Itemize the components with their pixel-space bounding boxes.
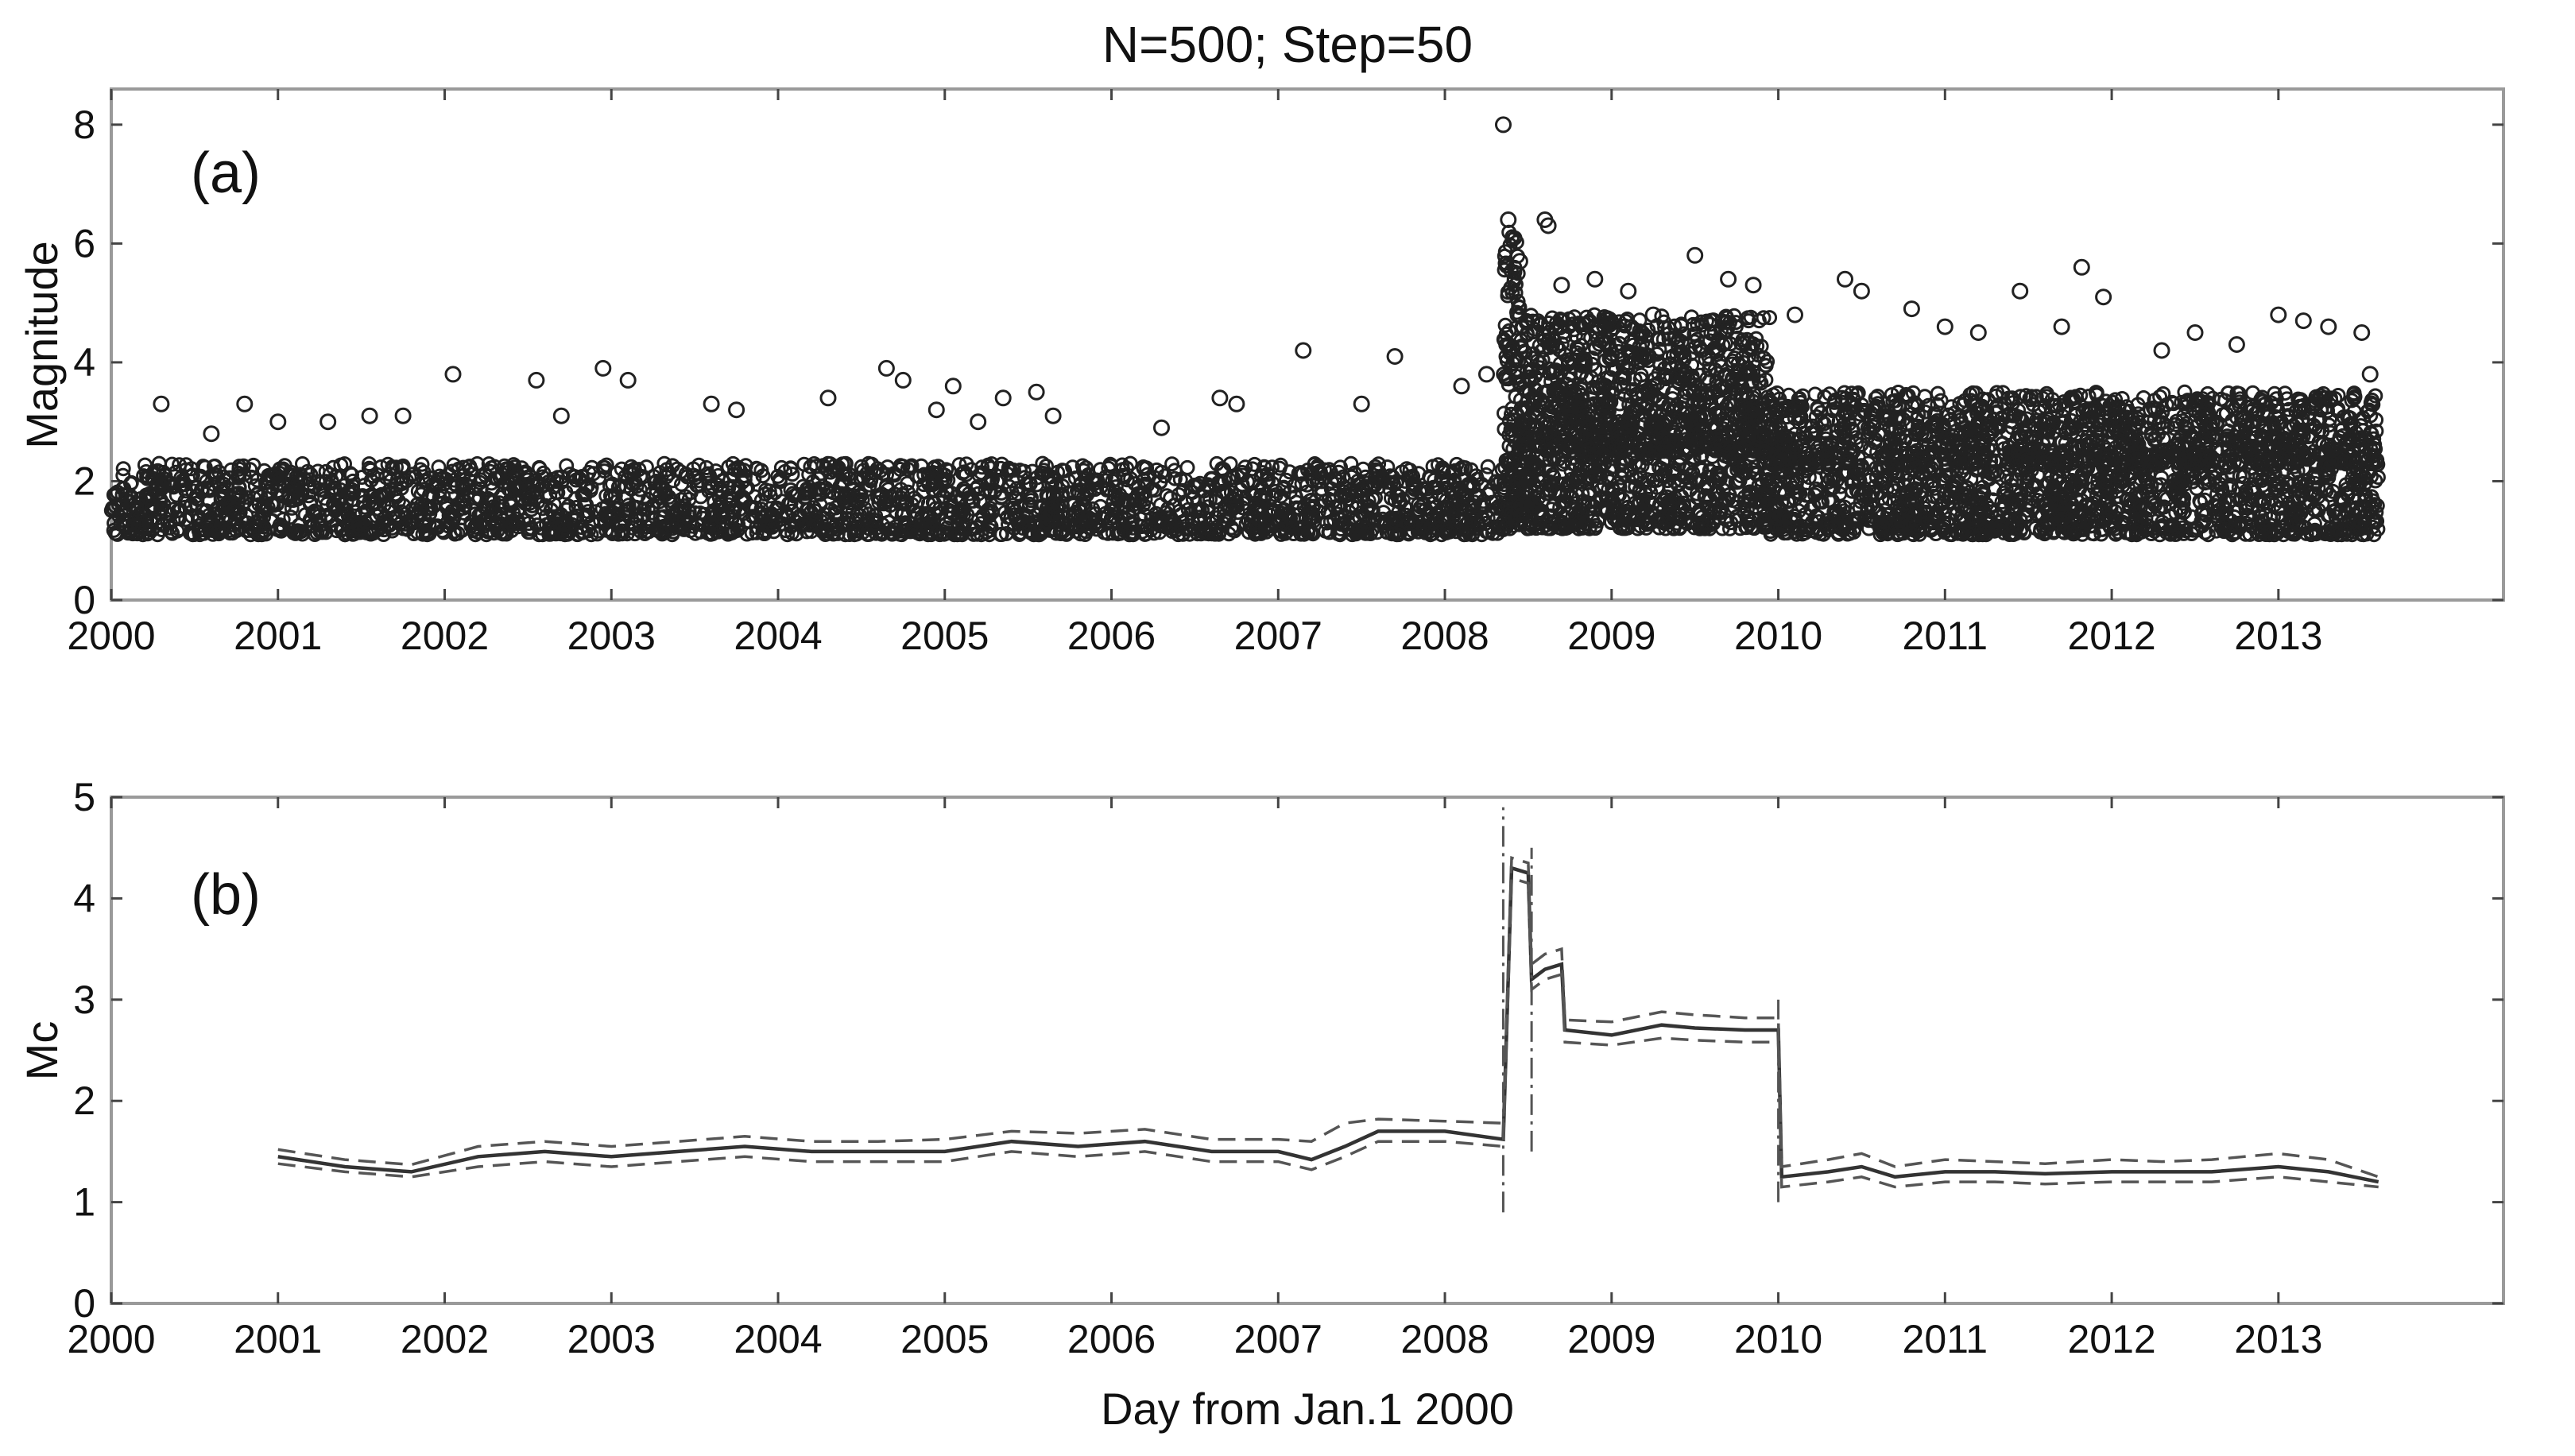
panel-a-frame <box>110 87 2505 602</box>
scatter-point-dense <box>157 471 172 487</box>
scatter-point-dense <box>1167 470 1183 486</box>
scatter-point-dense <box>699 460 714 475</box>
scatter-point-dense <box>607 488 623 504</box>
scatter-point-dense <box>749 525 765 540</box>
scatter-point-dense <box>993 527 1009 542</box>
scatter-point-dense <box>1191 501 1207 517</box>
scatter-point-dense <box>1264 459 1280 475</box>
scatter-point-dense <box>852 508 868 524</box>
scatter-point-dense <box>559 458 575 474</box>
scatter-point-dense <box>1180 501 1196 517</box>
scatter-point-dense <box>974 459 990 475</box>
scatter-point-dense <box>1355 487 1371 503</box>
scatter-point-dense <box>1411 466 1427 482</box>
scatter-point-dense <box>766 524 782 540</box>
scatter-point-dense <box>1024 490 1039 505</box>
scatter-point-dense <box>283 509 299 525</box>
scatter-point-dense <box>1103 458 1119 474</box>
scatter-point-dense <box>1375 511 1391 527</box>
figure-title: N=500; Step=50 <box>1102 16 1473 73</box>
scatter-point-dense <box>333 457 349 473</box>
scatter-point-dense <box>168 487 184 503</box>
scatter-point-dense <box>732 501 748 517</box>
panel-a-dense-bands <box>103 224 2386 543</box>
scatter-point-dense <box>783 461 799 477</box>
scatter-point-dense <box>1466 479 1481 494</box>
scatter-point-dense <box>1371 456 1387 472</box>
scatter-point-dense <box>1097 525 1112 540</box>
scatter-point-dense <box>674 476 689 492</box>
scatter-point-dense <box>517 464 533 480</box>
scatter-point-dense <box>1226 470 1241 486</box>
scatter-point-dense <box>1247 456 1263 472</box>
scatter-point-dense <box>1006 500 1022 516</box>
panel-a: 2000 2001 2002 2003 2004 2005 2006 2007 2008 2009… <box>17 87 2505 658</box>
scatter-point-dense <box>260 499 276 515</box>
panel-a-ticks <box>110 89 2503 602</box>
scatter-point-dense <box>970 526 985 542</box>
scatter-point-dense <box>1241 525 1257 540</box>
scatter-point-dense <box>1449 456 1465 472</box>
scatter-point-dense <box>1164 456 1180 472</box>
scatter-point-dense <box>1179 459 1195 475</box>
scatter-point-dense <box>623 459 639 474</box>
scatter-point-dense <box>758 482 774 498</box>
scatter-point-dense <box>478 527 494 543</box>
scatter-point-dense <box>845 504 861 520</box>
scatter-point-dense <box>1480 459 1496 474</box>
scatter-point-dense <box>1221 509 1237 525</box>
scatter-point-dense <box>451 461 467 477</box>
scatter-point-dense <box>772 474 788 490</box>
scatter-point-dense <box>696 506 712 522</box>
scatter-point-dense <box>1065 459 1081 475</box>
scatter-point-dense <box>773 459 789 475</box>
